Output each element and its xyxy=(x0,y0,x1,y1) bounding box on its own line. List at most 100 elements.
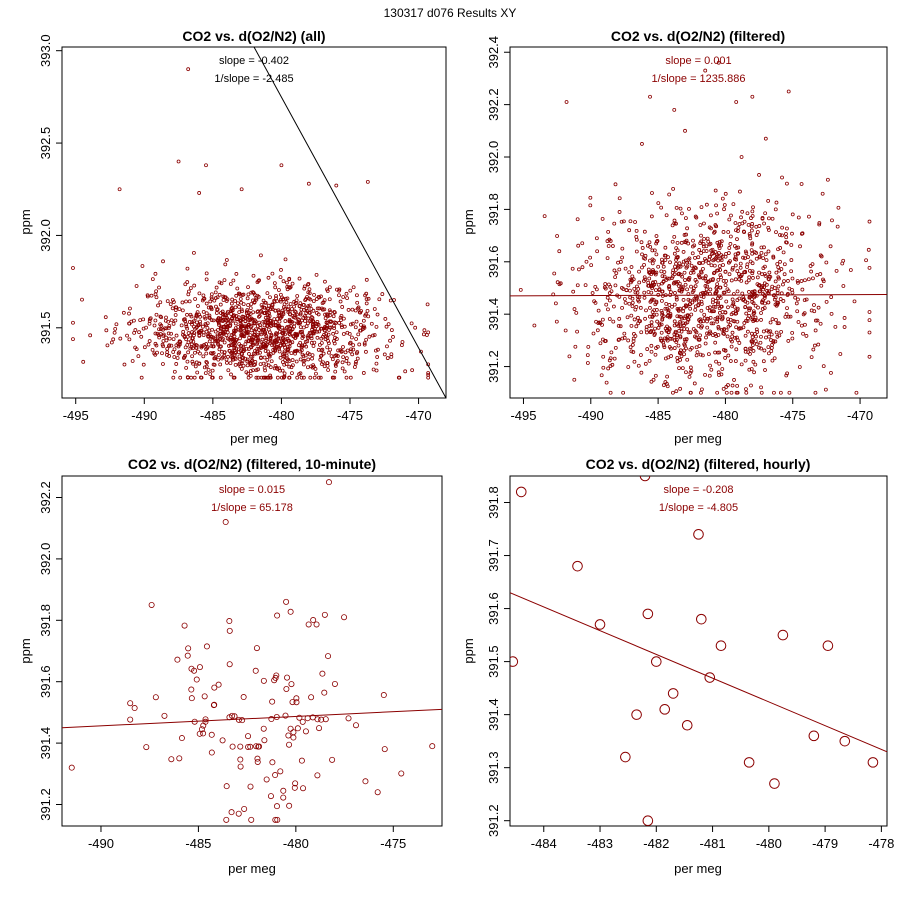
data-point xyxy=(179,323,184,328)
slope-annotation: 1/slope = -2.485 xyxy=(214,73,293,85)
data-point xyxy=(804,297,809,302)
data-point xyxy=(750,317,755,322)
data-point xyxy=(688,298,693,303)
data-point xyxy=(150,348,155,352)
data-point xyxy=(757,345,761,350)
data-point xyxy=(247,352,251,356)
data-point xyxy=(753,339,758,344)
data-point xyxy=(196,323,201,328)
data-point xyxy=(260,305,265,309)
data-point xyxy=(825,177,830,182)
data-point xyxy=(224,299,229,303)
data-point xyxy=(256,367,260,372)
data-point xyxy=(322,328,327,333)
data-point xyxy=(691,244,695,249)
data-point xyxy=(735,237,739,242)
data-point xyxy=(257,346,261,351)
data-point xyxy=(290,729,297,736)
data-point xyxy=(181,329,186,334)
data-point xyxy=(746,255,750,259)
x-tick-label: -490 xyxy=(578,408,604,423)
data-point xyxy=(749,331,754,336)
data-point xyxy=(721,230,726,234)
data-point xyxy=(688,390,693,395)
data-point xyxy=(771,339,776,343)
data-point xyxy=(245,363,250,368)
data-point xyxy=(604,302,609,307)
data-point xyxy=(790,231,794,236)
data-point xyxy=(755,275,760,280)
data-point xyxy=(735,308,740,313)
data-point xyxy=(339,325,344,330)
data-point xyxy=(198,375,203,380)
data-point xyxy=(239,187,244,192)
data-point xyxy=(193,364,198,369)
data-point xyxy=(790,336,795,341)
data-point xyxy=(662,345,667,350)
data-point xyxy=(221,330,225,334)
data-point xyxy=(141,326,146,331)
data-point xyxy=(325,335,330,340)
data-point xyxy=(194,343,199,348)
data-point xyxy=(318,357,323,362)
data-point xyxy=(353,308,358,313)
data-point xyxy=(754,224,759,229)
data-point xyxy=(244,309,249,314)
data-point xyxy=(717,264,722,269)
data-point xyxy=(750,271,755,276)
data-point xyxy=(588,255,592,260)
data-point xyxy=(131,705,138,712)
y-tick-label: 392.2 xyxy=(38,481,53,514)
data-point xyxy=(191,361,195,366)
data-point xyxy=(181,622,188,629)
data-point xyxy=(690,251,695,256)
y-tick-label: 392.5 xyxy=(38,127,53,160)
data-point xyxy=(166,331,171,336)
data-point xyxy=(682,323,686,328)
data-point xyxy=(280,794,287,801)
data-point xyxy=(726,319,731,324)
data-point xyxy=(274,612,281,619)
data-point xyxy=(711,333,715,338)
data-point xyxy=(729,213,733,218)
data-point xyxy=(698,333,702,338)
data-point xyxy=(311,319,316,324)
data-point xyxy=(341,345,345,349)
data-point xyxy=(600,216,605,221)
data-point xyxy=(761,266,766,270)
data-point xyxy=(252,330,257,334)
data-point xyxy=(259,332,264,337)
data-point xyxy=(239,717,246,724)
data-point xyxy=(571,289,576,294)
data-point xyxy=(518,287,523,292)
y-tick-label: 391.7 xyxy=(486,539,501,572)
data-point xyxy=(282,712,289,719)
data-point xyxy=(631,339,636,344)
data-point xyxy=(688,330,693,335)
data-point xyxy=(801,331,805,336)
data-point xyxy=(796,320,801,324)
data-point xyxy=(691,288,696,293)
data-point xyxy=(290,281,295,286)
data-point xyxy=(367,334,372,339)
data-point xyxy=(374,348,378,353)
data-point xyxy=(281,279,286,284)
data-point xyxy=(325,653,332,660)
data-point xyxy=(698,241,703,246)
data-point xyxy=(596,308,601,313)
data-point xyxy=(132,330,137,335)
data-point xyxy=(204,277,209,282)
data-point xyxy=(629,323,634,328)
data-point xyxy=(354,337,359,341)
data-point xyxy=(751,359,756,364)
data-point xyxy=(674,295,679,300)
x-tick-label: -490 xyxy=(131,408,157,423)
data-point xyxy=(189,375,194,380)
data-point xyxy=(256,309,260,314)
data-point xyxy=(248,333,253,338)
data-point xyxy=(265,358,270,362)
data-point xyxy=(632,359,637,364)
data-point xyxy=(715,319,720,324)
data-point xyxy=(780,233,784,238)
data-point xyxy=(277,288,281,292)
